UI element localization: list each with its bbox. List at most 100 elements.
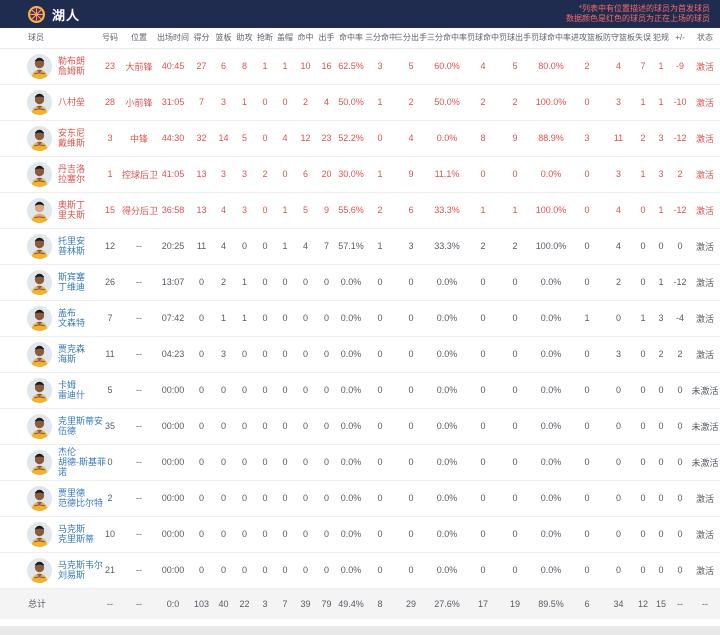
player-name-link[interactable]: 卡姆 雷迪什 (58, 380, 85, 400)
totals-row: 总计 -- -- 0:0 103 40 22 3 7 39 79 49.4% 8 29 27.6% 17 19 8… (0, 587, 720, 619)
stat-cell: 1 (652, 48, 670, 85)
status-cell: 激活 (690, 84, 720, 121)
stat-cell: 14 (213, 120, 234, 157)
stat-cell: 0 (395, 516, 427, 553)
stat-cell: 11 (603, 120, 634, 157)
stat-cell: 0 (467, 516, 499, 553)
totals-stat-cell: -- (122, 587, 156, 619)
stat-cell: 4 (603, 48, 634, 85)
stat-cell: 0.0% (337, 552, 365, 589)
stat-cell: 0 (499, 480, 531, 517)
stat-cell: 0 (634, 516, 652, 553)
legend-line-2: 数据颜色是红色的球员为正在上场的球员 (566, 14, 710, 23)
team-name: 湖人 (52, 7, 81, 23)
stat-cell: 36:58 (156, 192, 190, 229)
stat-cell: 0 (571, 408, 603, 445)
stat-cell: 0 (571, 192, 603, 229)
column-header-5: 篮板 (213, 28, 234, 49)
stat-cell: 5 (395, 48, 427, 85)
stat-cell: 3 (603, 156, 634, 193)
player-name-line: 杰伦 (58, 447, 77, 457)
totals-stat-cell: 19 (499, 587, 531, 619)
player-cell: 马克斯 克里斯蒂 (0, 516, 98, 553)
stat-cell: 大前锋 (122, 48, 156, 85)
stat-cell: 0.0% (337, 336, 365, 373)
stat-cell: 7 (316, 228, 337, 265)
status-cell: 未激活 (690, 444, 720, 481)
stat-cell: 0 (652, 516, 670, 553)
player-name-link[interactable]: 贾里德 范德比尔特 (58, 488, 103, 508)
stat-cell: 0 (316, 408, 337, 445)
player-name-link[interactable]: 杰伦 胡德-斯基菲诺 (58, 447, 106, 477)
player-name-link[interactable]: 克里斯蒂安 伍德 (58, 416, 103, 436)
totals-stat-cell: 0:0 (156, 587, 190, 619)
stat-cell: 0 (190, 372, 213, 409)
player-name-line: 奥斯丁 (58, 200, 86, 210)
player-name-link[interactable]: 盖布 文森特 (58, 308, 85, 328)
player-name-link[interactable]: 丹吉洛 拉塞尔 (58, 164, 85, 184)
column-header-14: 三分命中率 (427, 28, 467, 49)
player-name-link[interactable]: 奥斯丁 里夫斯 (58, 200, 85, 220)
stat-cell: 0 (98, 444, 122, 481)
stat-cell: 0 (499, 264, 531, 301)
stat-cell: -12 (670, 192, 690, 229)
stat-cell: 0 (365, 408, 395, 445)
stat-cell: 0 (234, 480, 255, 517)
stat-cell: -- (122, 480, 156, 517)
player-cell: 马克斯韦尔 刘易斯 (0, 552, 103, 589)
stat-cell: 2 (670, 336, 690, 373)
stat-cell: 00:00 (156, 516, 190, 553)
column-header-23: 状态 (690, 28, 720, 49)
column-header-22: +/- (670, 28, 690, 49)
stat-cell: 1 (234, 300, 255, 337)
player-name-link[interactable]: 安东尼 戴维斯 (58, 128, 85, 148)
stat-cell: 3 (213, 84, 234, 121)
stat-cell: 3 (234, 156, 255, 193)
player-name-link[interactable]: 托里安 普林斯 (58, 236, 85, 256)
player-cell: 八村垒 (0, 84, 98, 121)
player-name-link[interactable]: 马克斯韦尔 刘易斯 (58, 560, 103, 580)
player-name-line: 里夫斯 (58, 210, 86, 220)
stat-cell: 0.0% (427, 120, 467, 157)
totals-stat-cell: 7 (275, 587, 295, 619)
stat-cell: 0 (255, 264, 275, 301)
stat-cell: -- (122, 552, 156, 589)
stat-cell: 80.0% (531, 48, 571, 85)
status-cell: 激活 (690, 48, 720, 85)
player-name-link[interactable]: 八村垒 (58, 97, 85, 107)
stat-cell: 15 (98, 192, 122, 229)
stat-cell: 0 (652, 228, 670, 265)
stat-cell: 0 (652, 552, 670, 589)
stat-cell: 0 (316, 516, 337, 553)
player-name-link[interactable]: 马克斯 克里斯蒂 (58, 524, 94, 544)
stat-cell: 0 (499, 336, 531, 373)
stat-cell: 0 (670, 444, 690, 481)
player-name-link[interactable]: 贾克森 海斯 (58, 344, 85, 364)
player-avatar (27, 557, 52, 583)
stat-cell: -- (122, 300, 156, 337)
stat-cell: 0 (234, 552, 255, 589)
player-avatar (27, 341, 52, 367)
stat-cell: 0 (467, 336, 499, 373)
stat-cell: 33.3% (427, 192, 467, 229)
stat-cell: 3 (571, 120, 603, 157)
table-row: 马克斯韦尔 刘易斯 21 -- 00:00 0 0 0 0 0 0 0 0.0% 0 0 0.0% 0 0 0.0%… (0, 552, 720, 589)
player-name-line: 托里安 (58, 236, 86, 246)
stat-cell: 12 (295, 120, 316, 157)
column-header-3: 出场时间 (156, 28, 190, 49)
stat-cell: 0 (275, 300, 295, 337)
stat-cell: 3 (652, 300, 670, 337)
player-avatar (27, 53, 52, 79)
totals-stat-cell: 89.5% (531, 587, 571, 619)
player-name-line: 贾克森 (58, 344, 86, 354)
stat-cell: 1 (467, 192, 499, 229)
stat-cell: 0.0% (531, 408, 571, 445)
stat-cell: 0 (395, 444, 427, 481)
stat-cell: 3 (365, 48, 395, 85)
stat-cell: 3 (234, 192, 255, 229)
player-name-link[interactable]: 斯宾塞 丁维迪 (58, 272, 85, 292)
player-name-link[interactable]: 勒布朗 詹姆斯 (58, 56, 85, 76)
player-avatar (27, 197, 52, 223)
stat-cell: -9 (670, 48, 690, 85)
stat-cell: 23 (98, 48, 122, 85)
